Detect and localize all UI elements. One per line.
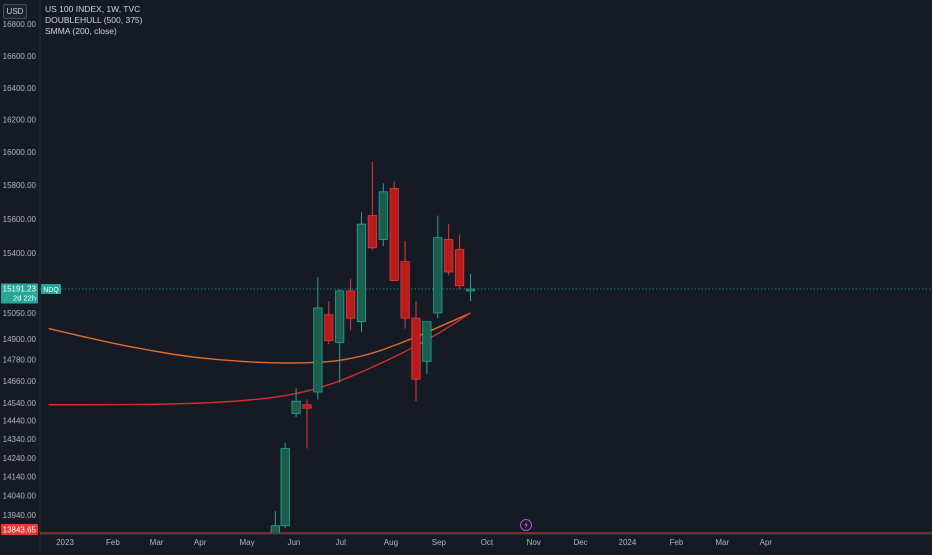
x-tick-label: Nov (527, 538, 541, 547)
last-price-tag (1, 283, 38, 304)
candle-up[interactable] (378, 191, 388, 240)
y-tick-label: 16600.00 (3, 52, 37, 61)
candle-down[interactable] (454, 249, 465, 287)
symbol-tag-label: NDQ (43, 287, 59, 294)
candle-down[interactable] (444, 238, 454, 273)
x-tick-label: Jun (287, 538, 300, 547)
candle-up[interactable] (465, 288, 476, 292)
candle-down[interactable] (400, 261, 410, 319)
last-price-value: 15191.23 (3, 285, 37, 294)
candle-down[interactable] (389, 187, 399, 281)
lightning-icon (520, 519, 532, 531)
symbol-tag (41, 284, 61, 294)
x-tick-label: 2023 (56, 538, 74, 547)
y-tick-label: 14040.00 (3, 492, 37, 501)
candle-down[interactable] (324, 314, 334, 342)
indicator-smma[interactable]: SMMA (200, close) (45, 26, 117, 36)
symbol-line[interactable]: US 100 INDEX, 1W, TVC (45, 4, 141, 14)
x-tick-label: Apr (194, 538, 207, 547)
low-price-value: 13843.65 (3, 526, 37, 535)
y-tick-label: 14660.00 (3, 377, 37, 386)
x-tick-label: 2024 (619, 538, 637, 547)
x-tick-label: Feb (106, 538, 120, 547)
y-tick-label: 14440.00 (3, 417, 37, 426)
candle-up[interactable] (433, 237, 443, 314)
legend: US 100 INDEX, 1W, TVC DOUBLEHULL (500, 3… (45, 4, 142, 37)
candle-down[interactable] (411, 317, 421, 380)
y-tick-label: 15800.00 (3, 181, 37, 190)
plot-group (48, 161, 476, 534)
y-tick-label: 15050.00 (3, 309, 37, 318)
x-tick-label: Feb (670, 538, 684, 547)
candle-up[interactable] (270, 525, 280, 534)
y-tick-label: 14900.00 (3, 335, 37, 344)
y-tick-label: 16000.00 (3, 148, 37, 157)
x-tick-label: Apr (760, 538, 773, 547)
y-tick-label: 15400.00 (3, 249, 37, 258)
y-tick-label: 16200.00 (3, 116, 37, 125)
x-tick-label: Mar (715, 538, 729, 547)
y-tick-label: 16400.00 (3, 84, 37, 93)
candle-down[interactable] (345, 290, 356, 319)
candle-down[interactable] (367, 215, 377, 249)
y-tick-label: 14780.00 (3, 356, 37, 365)
lightning-bolt-icon (524, 521, 528, 529)
x-tick-label: Aug (384, 538, 398, 547)
candle-up[interactable] (280, 448, 290, 527)
candle-down[interactable] (302, 404, 312, 409)
x-tick-label: Oct (481, 538, 494, 547)
countdown-value: 2d 22h (13, 294, 36, 303)
x-tick-label: Jul (336, 538, 346, 547)
x-tick-label: Mar (150, 538, 164, 547)
candle-up[interactable] (422, 321, 432, 362)
candle-up[interactable] (335, 290, 345, 343)
smma-line (48, 312, 471, 406)
x-tick-label: Sep (432, 538, 447, 547)
y-tick-label: 14340.00 (3, 435, 37, 444)
x-tick-label: May (239, 538, 254, 547)
y-tick-label: 16800.00 (3, 20, 37, 29)
candle-up[interactable] (356, 223, 367, 323)
candle-up[interactable] (291, 400, 301, 414)
y-tick-label: 14540.00 (3, 399, 37, 408)
doublehull-line (48, 312, 471, 364)
x-tick-label: Dec (573, 538, 587, 547)
low-price-tag (1, 524, 38, 535)
y-tick-label: 13940.00 (3, 511, 37, 520)
y-tick-label: 14140.00 (3, 473, 37, 482)
indicator-doublehull[interactable]: DOUBLEHULL (500, 375) (45, 15, 143, 25)
y-tick-label: 14240.00 (3, 454, 37, 463)
y-tick-label: 15600.00 (3, 215, 37, 224)
candle-up[interactable] (313, 307, 323, 393)
currency-button[interactable]: USD (3, 4, 27, 19)
